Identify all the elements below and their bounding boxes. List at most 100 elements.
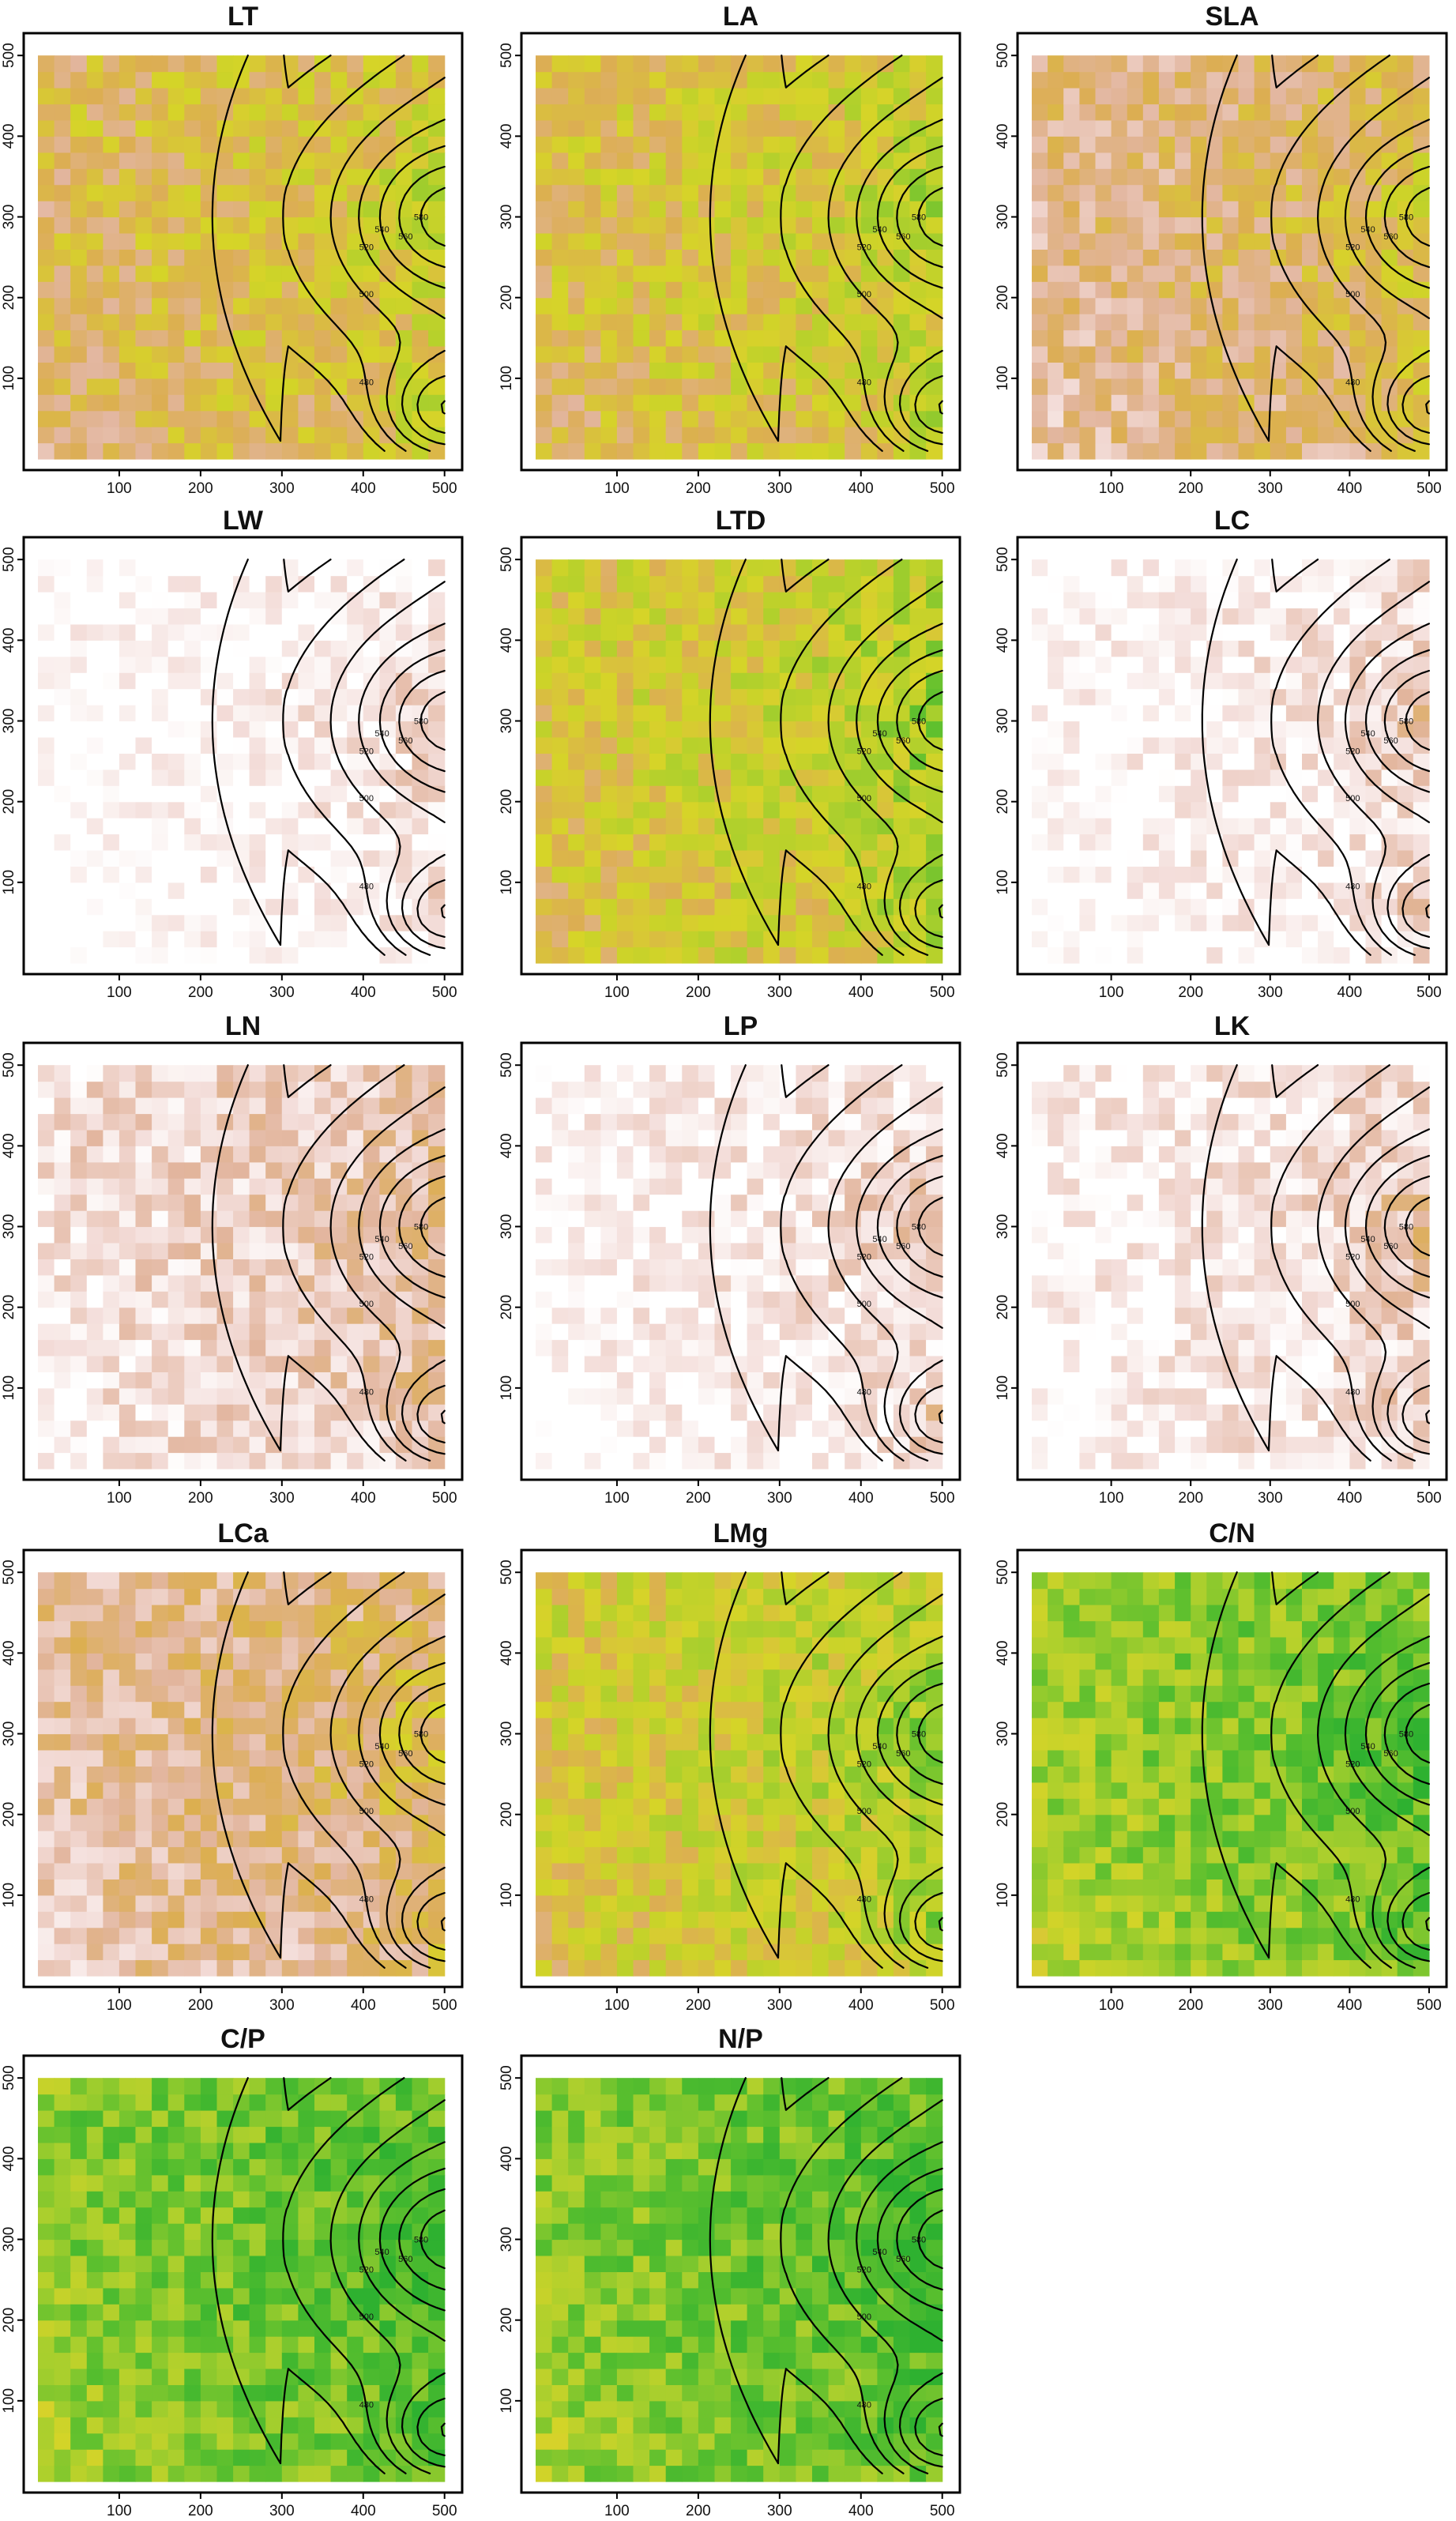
heatmap-cell xyxy=(314,362,332,379)
heatmap-cell xyxy=(1191,623,1207,641)
heatmap-cell xyxy=(1032,705,1048,722)
heatmap-cell xyxy=(828,152,845,169)
heatmap-cell xyxy=(379,1178,397,1195)
heatmap-cell xyxy=(200,623,218,641)
heatmap-cell xyxy=(536,1356,553,1372)
heatmap-cell xyxy=(665,1291,683,1308)
heatmap-cell xyxy=(682,1226,699,1244)
heatmap-cell xyxy=(379,168,397,186)
y-tick-label: 400 xyxy=(499,628,515,653)
heatmap-cell xyxy=(1222,656,1240,673)
heatmap-cell xyxy=(1206,329,1223,347)
heatmap-cell xyxy=(584,931,601,948)
heatmap-cell xyxy=(38,265,55,282)
heatmap-cell xyxy=(536,721,553,738)
heatmap-cell xyxy=(265,1452,283,1469)
heatmap-cell xyxy=(568,1113,585,1131)
heatmap-cell xyxy=(167,136,185,153)
heatmap-cell xyxy=(184,801,201,818)
heatmap-cell xyxy=(428,608,446,625)
heatmap-cell xyxy=(1158,184,1176,201)
heatmap-cell xyxy=(216,575,234,593)
heatmap-cell xyxy=(1111,559,1128,577)
heatmap-cell xyxy=(828,801,845,818)
heatmap-cell xyxy=(1397,608,1414,625)
heatmap-cell xyxy=(281,265,299,282)
heatmap-cell xyxy=(665,785,683,803)
heatmap-cell xyxy=(119,103,137,121)
heatmap-cell xyxy=(682,1323,699,1341)
heatmap-cell xyxy=(184,136,201,153)
heatmap-cell xyxy=(682,769,699,786)
heatmap-cell xyxy=(412,1452,429,1469)
heatmap-cell xyxy=(86,71,103,88)
heatmap-cell xyxy=(200,1387,218,1405)
heatmap-cell xyxy=(1222,152,1240,169)
heatmap-cell xyxy=(119,608,137,625)
contour-line-560 xyxy=(896,165,943,415)
heatmap-cell xyxy=(828,265,845,282)
heatmap-cell xyxy=(714,184,732,201)
heatmap-cell xyxy=(568,769,585,786)
heatmap-cell xyxy=(119,575,137,593)
heatmap-cell xyxy=(135,882,152,899)
heatmap-cell xyxy=(584,1065,601,1082)
heatmap-cell xyxy=(152,608,169,625)
heatmap-cell xyxy=(926,410,943,427)
heatmap-cell xyxy=(1048,233,1064,250)
y-tick-label: 100 xyxy=(995,366,1011,391)
heatmap-cell xyxy=(233,265,250,282)
heatmap-cell xyxy=(1191,410,1207,427)
heatmap-cell xyxy=(779,88,796,105)
heatmap-cell xyxy=(665,1339,683,1356)
heatmap-cell xyxy=(779,410,796,427)
heatmap-cell xyxy=(536,378,553,395)
heatmap-cell xyxy=(665,136,683,153)
heatmap-cell xyxy=(363,1323,380,1341)
heatmap-cell xyxy=(568,1259,585,1276)
heatmap-cell xyxy=(216,1436,234,1454)
heatmap-cell xyxy=(395,362,413,379)
heatmap-cell xyxy=(216,914,234,931)
heatmap-cell xyxy=(216,184,234,201)
heatmap-cell xyxy=(1318,55,1334,73)
heatmap-cell xyxy=(1158,88,1176,105)
heatmap-cell xyxy=(1222,329,1240,347)
heatmap-cell xyxy=(1222,427,1240,444)
heatmap-cell xyxy=(184,946,201,964)
heatmap-cell xyxy=(265,1404,283,1421)
heatmap-cell xyxy=(1079,329,1097,347)
heatmap-cell xyxy=(216,265,234,282)
heatmap-cell xyxy=(1381,297,1398,314)
heatmap-cell xyxy=(1270,103,1287,121)
heatmap-cell xyxy=(665,1323,683,1341)
heatmap-cell xyxy=(779,914,796,931)
heatmap-cell xyxy=(54,1097,71,1115)
heatmap-cell xyxy=(1032,721,1048,738)
heatmap-cell xyxy=(1191,592,1207,609)
heatmap-cell xyxy=(1127,656,1144,673)
heatmap-cell xyxy=(909,946,927,964)
heatmap-cell xyxy=(330,705,348,722)
heatmap-cell xyxy=(314,442,332,460)
heatmap-cell xyxy=(1397,946,1414,964)
heatmap-cell xyxy=(233,1210,250,1228)
heatmap-cell xyxy=(1111,688,1128,706)
heatmap-cell xyxy=(200,608,218,625)
heatmap-cell xyxy=(796,71,813,88)
heatmap-cell xyxy=(600,184,618,201)
heatmap-cell xyxy=(1254,378,1271,395)
heatmap-cell xyxy=(698,152,716,169)
heatmap-cell xyxy=(135,1129,152,1146)
heatmap-cell xyxy=(265,297,283,314)
heatmap-cell xyxy=(893,362,911,379)
heatmap-cell xyxy=(135,1226,152,1244)
heatmap-cell xyxy=(747,1259,764,1276)
heatmap-cell xyxy=(860,265,878,282)
heatmap-cell xyxy=(1349,136,1367,153)
heatmap-cell xyxy=(714,1371,732,1389)
heatmap-cell xyxy=(363,1097,380,1115)
heatmap-cell xyxy=(600,608,618,625)
heatmap-cell xyxy=(682,1420,699,1437)
heatmap-cell xyxy=(363,785,380,803)
